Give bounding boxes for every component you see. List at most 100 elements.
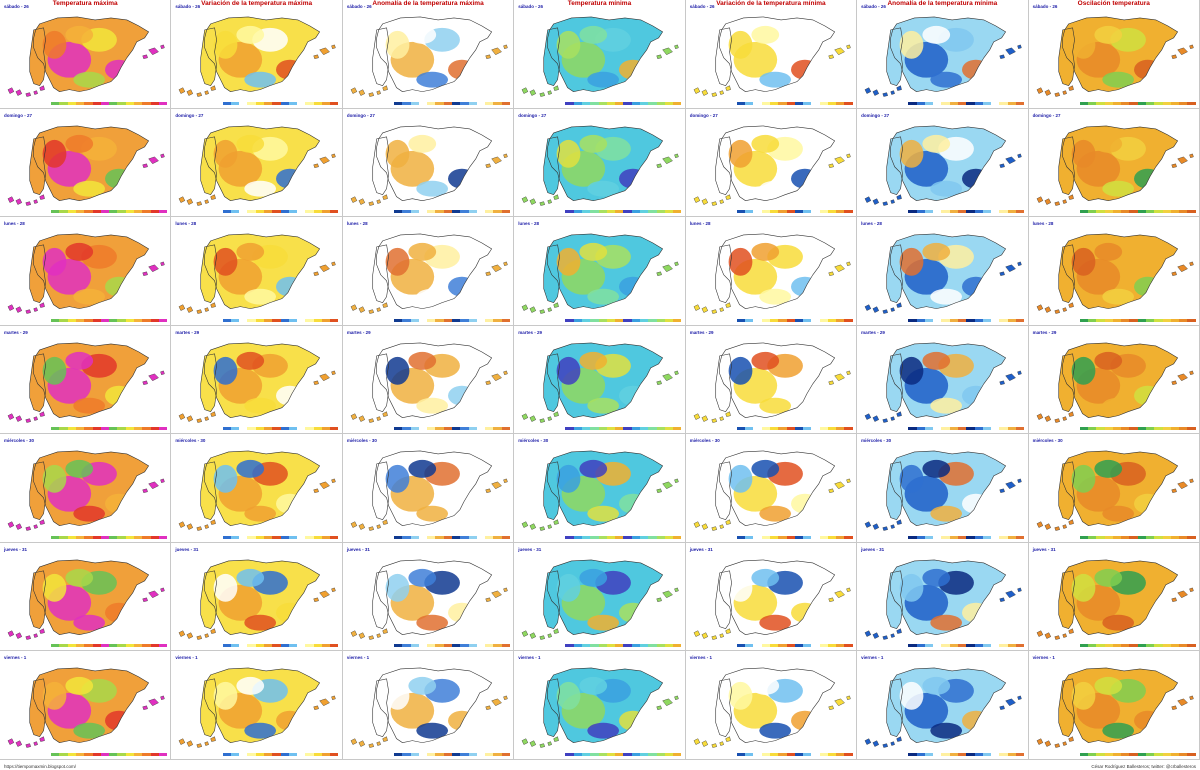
day-label: sábado - 26 <box>346 4 372 9</box>
day-label: jueves - 31 <box>4 546 28 552</box>
day-label: jueves - 31 <box>175 546 199 552</box>
map-panel: martes - 29 <box>0 325 172 435</box>
map-panel: domingo - 27 <box>514 108 686 218</box>
map-panel: Variación de la temperatura mínima sábado… <box>685 0 858 109</box>
spain-map <box>864 16 1022 97</box>
day-label: sábado - 26 <box>689 4 715 9</box>
day-label: miércoles - 30 <box>689 438 720 444</box>
day-label: jueves - 31 <box>689 546 713 552</box>
color-scale <box>908 535 1025 539</box>
map-panel: viernes - 1 <box>514 651 686 760</box>
day-label: viernes - 1 <box>346 655 370 661</box>
map-panel: jueves - 31 <box>857 542 1029 652</box>
column-title: Variación de la temperatura mínima <box>716 0 826 7</box>
color-scale <box>908 210 1025 214</box>
spain-map <box>350 450 508 532</box>
column-title: Anomalía de la temperatura máxima <box>372 0 484 7</box>
spain-map <box>7 450 165 532</box>
color-scale <box>393 752 510 756</box>
day-label: jueves - 31 <box>861 546 885 552</box>
spain-map <box>179 559 337 640</box>
map-panel: jueves - 31 <box>171 542 343 652</box>
spain-map <box>350 559 508 640</box>
spain-map <box>864 233 1022 314</box>
day-label: viernes - 1 <box>518 655 541 661</box>
color-scale <box>393 644 510 648</box>
day-label: sábado - 26 <box>861 4 886 9</box>
spain-map <box>693 450 851 532</box>
spain-map <box>1036 450 1194 532</box>
spain-map <box>179 450 337 532</box>
map-panel: domingo - 27 <box>1028 108 1200 218</box>
color-scale <box>222 644 339 648</box>
map-panel: lunes - 28 <box>171 217 343 326</box>
map-panel: miércoles - 30 <box>1028 434 1200 543</box>
color-scale <box>51 101 168 105</box>
color-scale <box>565 210 682 214</box>
color-scale <box>736 318 853 322</box>
color-scale <box>736 752 853 756</box>
day-label: viernes - 1 <box>175 655 198 661</box>
map-panel: martes - 29 <box>1028 325 1200 435</box>
color-scale <box>565 644 682 648</box>
color-scale <box>1079 752 1196 756</box>
map-panel: martes - 29 <box>171 325 343 435</box>
color-scale <box>1079 644 1196 648</box>
day-label: martes - 29 <box>1032 329 1057 335</box>
spain-map <box>179 342 337 423</box>
day-label: lunes - 28 <box>861 221 882 227</box>
map-panel: jueves - 31 <box>1028 542 1200 652</box>
color-scale <box>1079 318 1196 322</box>
spain-map <box>693 559 851 640</box>
spain-map <box>693 233 851 314</box>
spain-map <box>179 233 337 314</box>
color-scale <box>393 427 510 431</box>
color-scale <box>222 427 339 431</box>
day-label: sábado - 26 <box>175 4 201 9</box>
map-panel: lunes - 28 <box>0 217 172 326</box>
column-title: Anomalía de la temperatura mínima <box>887 0 998 7</box>
map-panel: lunes - 28 <box>685 217 858 326</box>
day-label: domingo - 27 <box>1032 112 1061 118</box>
day-label: viernes - 1 <box>4 655 27 661</box>
color-scale <box>565 101 682 105</box>
spain-map <box>1036 16 1194 97</box>
day-label: martes - 29 <box>861 329 885 335</box>
color-scale <box>1079 210 1196 214</box>
spain-map <box>864 125 1022 206</box>
spain-map <box>7 559 165 640</box>
day-label: martes - 29 <box>346 329 371 335</box>
spain-map <box>350 125 508 206</box>
map-panel: jueves - 31 <box>0 542 172 652</box>
map-panel: jueves - 31 <box>342 542 515 652</box>
spain-map <box>7 233 165 314</box>
spain-map <box>521 233 680 314</box>
color-scale <box>1079 427 1196 431</box>
day-label: martes - 29 <box>518 329 543 335</box>
color-scale <box>222 210 339 214</box>
color-scale <box>393 210 510 214</box>
spain-map <box>521 125 680 206</box>
spain-map <box>1036 125 1194 206</box>
column-title: Oscilación temperatura <box>1077 0 1150 7</box>
color-scale <box>908 644 1025 648</box>
map-panel: domingo - 27 <box>0 108 172 218</box>
map-panel: viernes - 1 <box>171 651 343 760</box>
map-panel: miércoles - 30 <box>342 434 515 543</box>
color-scale <box>51 318 168 322</box>
day-label: miércoles - 30 <box>346 438 377 444</box>
map-panel: viernes - 1 <box>1028 651 1200 760</box>
map-panel: domingo - 27 <box>857 108 1029 218</box>
map-panel: miércoles - 30 <box>171 434 343 543</box>
spain-map <box>521 559 680 640</box>
day-label: sábado - 26 <box>4 4 29 9</box>
day-label: lunes - 28 <box>175 221 197 227</box>
footer-source-url[interactable]: https://tiempomaxmin.blogspot.com/ <box>4 764 77 769</box>
color-scale <box>1079 101 1196 105</box>
day-label: lunes - 28 <box>4 221 25 227</box>
day-label: viernes - 1 <box>1032 655 1055 661</box>
color-scale <box>51 427 168 431</box>
day-label: sábado - 26 <box>518 4 544 9</box>
color-scale <box>222 535 339 539</box>
day-label: lunes - 28 <box>346 221 368 227</box>
